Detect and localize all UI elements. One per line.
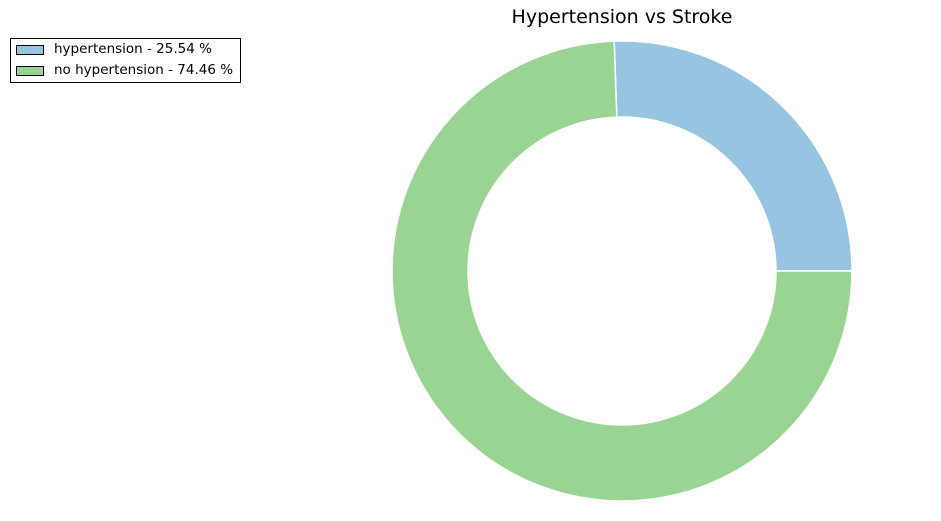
- legend: hypertension - 25.54 % no hypertension -…: [10, 38, 241, 83]
- legend-label-hypertension: hypertension - 25.54 %: [54, 41, 212, 57]
- legend-swatch-hypertension: [16, 45, 44, 55]
- legend-item-hypertension: hypertension - 25.54 %: [11, 40, 240, 60]
- legend-item-no-hypertension: no hypertension - 74.46 %: [11, 61, 240, 81]
- donut-slice-no-hypertension: [391, 40, 853, 502]
- donut-slice-hypertension: [613, 40, 853, 272]
- legend-label-no-hypertension: no hypertension - 74.46 %: [54, 62, 234, 78]
- chart-title: Hypertension vs Stroke: [511, 6, 733, 28]
- legend-swatch-no-hypertension: [16, 66, 44, 76]
